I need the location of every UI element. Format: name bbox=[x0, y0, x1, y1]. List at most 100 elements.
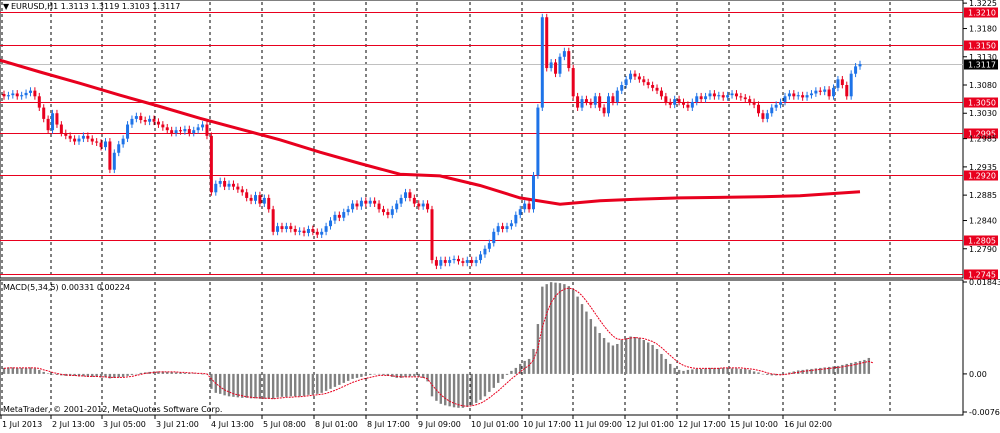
level-tag-label: 1.2995 bbox=[968, 130, 996, 139]
candle-bull bbox=[201, 124, 205, 128]
candle-bear bbox=[598, 96, 602, 108]
candle-bull bbox=[333, 214, 337, 221]
macd-bar bbox=[620, 339, 623, 374]
macd-bar bbox=[545, 284, 548, 374]
level-tag bbox=[964, 235, 998, 246]
macd-bar bbox=[42, 371, 45, 374]
candle-bull bbox=[509, 223, 513, 227]
candle-bear bbox=[156, 121, 160, 125]
candle-bear bbox=[42, 107, 46, 119]
macd-bar bbox=[24, 367, 28, 374]
candle-bull bbox=[518, 209, 522, 215]
candle-bull bbox=[858, 64, 862, 67]
level-tag-label: 1.2920 bbox=[968, 172, 996, 181]
level-tag bbox=[964, 170, 998, 181]
candle-bull bbox=[620, 85, 624, 91]
macd-bar bbox=[444, 373, 447, 406]
macd-bar bbox=[585, 311, 588, 374]
macd-bar bbox=[752, 371, 756, 374]
candle-bull bbox=[479, 254, 483, 261]
candle-bear bbox=[845, 85, 849, 97]
candle-bear bbox=[470, 260, 474, 263]
candle-bull bbox=[580, 99, 584, 108]
dropdown-icon[interactable]: ▼ bbox=[3, 2, 10, 11]
candle-bear bbox=[223, 181, 227, 187]
candle-bear bbox=[236, 186, 240, 190]
macd-bar bbox=[426, 373, 429, 382]
candle-bear bbox=[15, 93, 19, 97]
macd-bar bbox=[691, 369, 694, 374]
candle-bear bbox=[289, 226, 293, 230]
macd-tick-label: -0.00764 bbox=[969, 408, 1000, 417]
candle-bull bbox=[20, 95, 24, 97]
macd-bar bbox=[757, 372, 760, 374]
macd-bar bbox=[139, 372, 142, 374]
candle-bear bbox=[554, 62, 558, 74]
candle-bull bbox=[787, 93, 791, 97]
macd-bar bbox=[435, 373, 438, 401]
candle-bear bbox=[161, 124, 165, 128]
macd-bar bbox=[527, 358, 531, 374]
macd-bar bbox=[302, 373, 306, 396]
candle-bear bbox=[417, 203, 421, 207]
level-lines[interactable]: 1.32101.31501.30501.29951.29201.28051.27… bbox=[0, 7, 998, 280]
candle-bear bbox=[37, 96, 41, 108]
candle-bull bbox=[77, 138, 81, 142]
level-tag bbox=[964, 269, 998, 280]
candle-bull bbox=[6, 95, 10, 97]
macd-bar bbox=[536, 324, 540, 374]
candle-bear bbox=[567, 51, 571, 69]
candle-bull bbox=[796, 95, 800, 97]
macd-bar bbox=[452, 373, 456, 408]
macd-bar bbox=[276, 373, 279, 398]
candle-bull bbox=[448, 260, 452, 263]
level-tag bbox=[964, 7, 998, 18]
candle-bull bbox=[730, 93, 734, 96]
macd-bar bbox=[210, 373, 213, 389]
candle-bull bbox=[342, 212, 346, 218]
macd-bar bbox=[523, 360, 526, 374]
candle-bear bbox=[430, 209, 434, 261]
macd-bar bbox=[11, 367, 15, 374]
price-tick-label: 1.3030 bbox=[969, 109, 997, 118]
candle-bull bbox=[11, 93, 15, 96]
macd-bar bbox=[333, 373, 337, 387]
moving-average bbox=[0, 58, 861, 206]
candle-bear bbox=[734, 93, 738, 97]
macd-bar bbox=[86, 373, 90, 377]
macd-bar bbox=[95, 373, 98, 377]
price-pane[interactable] bbox=[0, 0, 964, 279]
macd-bar bbox=[33, 368, 37, 374]
macd-bar bbox=[514, 367, 518, 374]
macd-bar bbox=[351, 373, 354, 379]
candle-bear bbox=[46, 118, 50, 131]
level-tag bbox=[964, 128, 998, 139]
candle-bear bbox=[315, 231, 319, 235]
candle-bull bbox=[708, 93, 712, 97]
candle-bear bbox=[231, 183, 235, 187]
macd-bar bbox=[267, 373, 270, 399]
macd-bar bbox=[832, 366, 835, 374]
price-tick-label: 1.2985 bbox=[969, 135, 997, 144]
candle-bear bbox=[373, 200, 377, 204]
candle-bull bbox=[704, 96, 708, 100]
candle-bear bbox=[293, 229, 297, 232]
copyright-text: MetaTrader, © 2001-2012, MetaQuotes Soft… bbox=[3, 405, 222, 414]
level-tag-label: 1.3150 bbox=[968, 42, 996, 51]
macd-bar bbox=[580, 304, 584, 374]
macd-bar bbox=[589, 319, 593, 374]
candle-bear bbox=[589, 101, 593, 105]
macd-bar bbox=[320, 373, 323, 393]
candle-bear bbox=[434, 260, 438, 266]
macd-bar bbox=[329, 373, 332, 389]
macd-bar bbox=[174, 372, 178, 374]
candle-bear bbox=[712, 93, 716, 97]
candle-bear bbox=[143, 120, 147, 122]
macd-bar bbox=[223, 373, 226, 396]
candle-bull bbox=[276, 226, 280, 232]
macd-header: MACD(5,34,5) 0.00331 0.00224 bbox=[3, 283, 130, 292]
candle-bull bbox=[673, 99, 677, 105]
macd-bar bbox=[783, 373, 787, 375]
